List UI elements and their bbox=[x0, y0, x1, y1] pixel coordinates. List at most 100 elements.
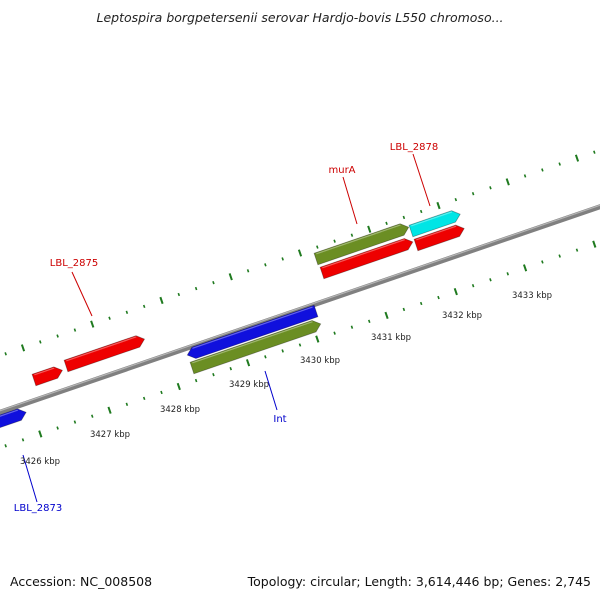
outer-track-tick bbox=[385, 221, 388, 226]
outer-track-tick bbox=[541, 168, 544, 172]
outer-track-tick bbox=[350, 233, 354, 237]
outer-track-tick bbox=[39, 340, 42, 344]
scale-tick bbox=[56, 426, 59, 430]
scale-label: 3430 kbp bbox=[300, 356, 340, 366]
outer-track-tick bbox=[523, 174, 527, 178]
leader-line bbox=[71, 271, 93, 317]
inner-scale-track bbox=[4, 240, 597, 448]
scale-tick bbox=[298, 343, 302, 347]
outer-track-tick bbox=[177, 292, 181, 297]
outer-track-tick bbox=[505, 178, 510, 186]
outer-dotted-track bbox=[4, 150, 596, 356]
gene-arrow-int bbox=[189, 320, 322, 375]
scale-label: 3429 kbp bbox=[229, 380, 269, 390]
scale-tick bbox=[541, 260, 544, 264]
scale-tick bbox=[522, 264, 528, 272]
outer-track-tick bbox=[419, 209, 423, 214]
gene-arrow-lbl_2875 bbox=[63, 335, 146, 373]
genome-stats-text: Topology: circular; Length: 3,614,446 bp… bbox=[247, 574, 591, 589]
scale-tick bbox=[264, 355, 267, 359]
leader-line bbox=[412, 153, 431, 207]
outer-track-tick bbox=[228, 273, 233, 281]
scale-labels: 3426 kbp 3427 kbp 3428 kbp 3429 kbp 3430 kbp… bbox=[20, 291, 552, 467]
gene-arrow-small-red bbox=[31, 366, 63, 387]
outer-track-tick bbox=[20, 344, 26, 352]
scale-tick bbox=[471, 284, 475, 288]
gene-arrow-blue-gene bbox=[186, 304, 319, 359]
outer-track-tick bbox=[56, 334, 59, 338]
leader-line bbox=[264, 370, 278, 411]
outer-track-tick bbox=[574, 154, 580, 162]
gene-label-lbl_2873: LBL_2873 bbox=[14, 503, 62, 514]
outer-track-tick bbox=[73, 328, 77, 332]
scale-tick bbox=[194, 378, 198, 383]
outer-track-tick bbox=[246, 269, 250, 273]
scale-tick bbox=[229, 367, 232, 371]
scale-label: 3431 kbp bbox=[371, 333, 411, 343]
scale-label: 3432 kbp bbox=[442, 311, 482, 321]
scale-tick bbox=[402, 307, 406, 312]
chromosome-backbone bbox=[0, 204, 600, 415]
chromosome-title: Leptospira borgpetersenii serovar Hardjo… bbox=[96, 10, 504, 25]
outer-track-tick bbox=[316, 245, 319, 249]
scale-tick bbox=[245, 359, 251, 367]
scale-tick bbox=[21, 438, 25, 442]
scale-tick bbox=[73, 420, 77, 424]
accession-text: Accession: NC_008508 bbox=[10, 574, 153, 589]
gene-label-lbl_2878: LBL_2878 bbox=[390, 142, 438, 153]
leader-line bbox=[22, 454, 38, 503]
outer-track-tick bbox=[454, 197, 458, 202]
scale-tick bbox=[107, 406, 112, 414]
outer-track-tick bbox=[558, 162, 561, 166]
scale-tick bbox=[38, 430, 43, 438]
scale-tick bbox=[384, 311, 389, 319]
gene-label-int: Int bbox=[273, 414, 286, 425]
outer-track-tick bbox=[108, 316, 111, 320]
gene-arrow-lbl_2873 bbox=[0, 408, 27, 429]
gene-arrow-red-under-lbl_2878 bbox=[413, 224, 465, 252]
outer-track-tick bbox=[264, 263, 267, 267]
scale-label: 3428 kbp bbox=[160, 405, 200, 415]
scale-tick bbox=[212, 372, 215, 377]
outer-track-tick bbox=[593, 150, 596, 154]
scale-label: 3426 kbp bbox=[20, 457, 60, 467]
scale-tick bbox=[506, 272, 509, 276]
gene-label-lbl_2875: LBL_2875 bbox=[50, 258, 98, 269]
outer-track-tick bbox=[402, 215, 406, 220]
scale-tick bbox=[176, 382, 181, 391]
scale-tick bbox=[350, 325, 354, 329]
scale-tick bbox=[592, 240, 597, 248]
outer-track-tick bbox=[333, 239, 336, 243]
label-leader-lines bbox=[22, 153, 431, 503]
scale-tick bbox=[558, 254, 561, 258]
gene-features bbox=[0, 210, 465, 429]
scale-tick bbox=[281, 349, 284, 353]
outer-track-tick bbox=[142, 304, 146, 309]
outer-track-tick bbox=[281, 257, 284, 261]
scale-tick bbox=[160, 390, 163, 395]
scale-tick bbox=[142, 396, 146, 401]
gene-arrow-red-under-mura bbox=[319, 238, 414, 280]
leader-line bbox=[342, 176, 358, 225]
scale-tick bbox=[437, 295, 440, 300]
gene-labels: LBL_2875 murA LBL_2878 Int LBL_2873 bbox=[14, 142, 438, 514]
scale-tick bbox=[333, 331, 336, 335]
scale-tick bbox=[419, 301, 423, 306]
scale-tick bbox=[575, 248, 579, 252]
outer-track-tick bbox=[159, 296, 164, 305]
outer-track-tick bbox=[194, 286, 198, 291]
outer-track-tick bbox=[4, 352, 7, 356]
gene-arrow-mura bbox=[313, 223, 410, 266]
outer-track-tick bbox=[125, 310, 129, 314]
scale-tick bbox=[453, 287, 458, 296]
scale-label: 3433 kbp bbox=[512, 291, 552, 301]
outer-track-tick bbox=[297, 249, 303, 257]
scale-tick bbox=[125, 402, 129, 406]
scale-label: 3427 kbp bbox=[90, 430, 130, 440]
outer-track-tick bbox=[436, 201, 441, 210]
outer-track-tick bbox=[367, 225, 372, 233]
scale-tick bbox=[315, 335, 320, 343]
scale-tick bbox=[368, 319, 371, 323]
